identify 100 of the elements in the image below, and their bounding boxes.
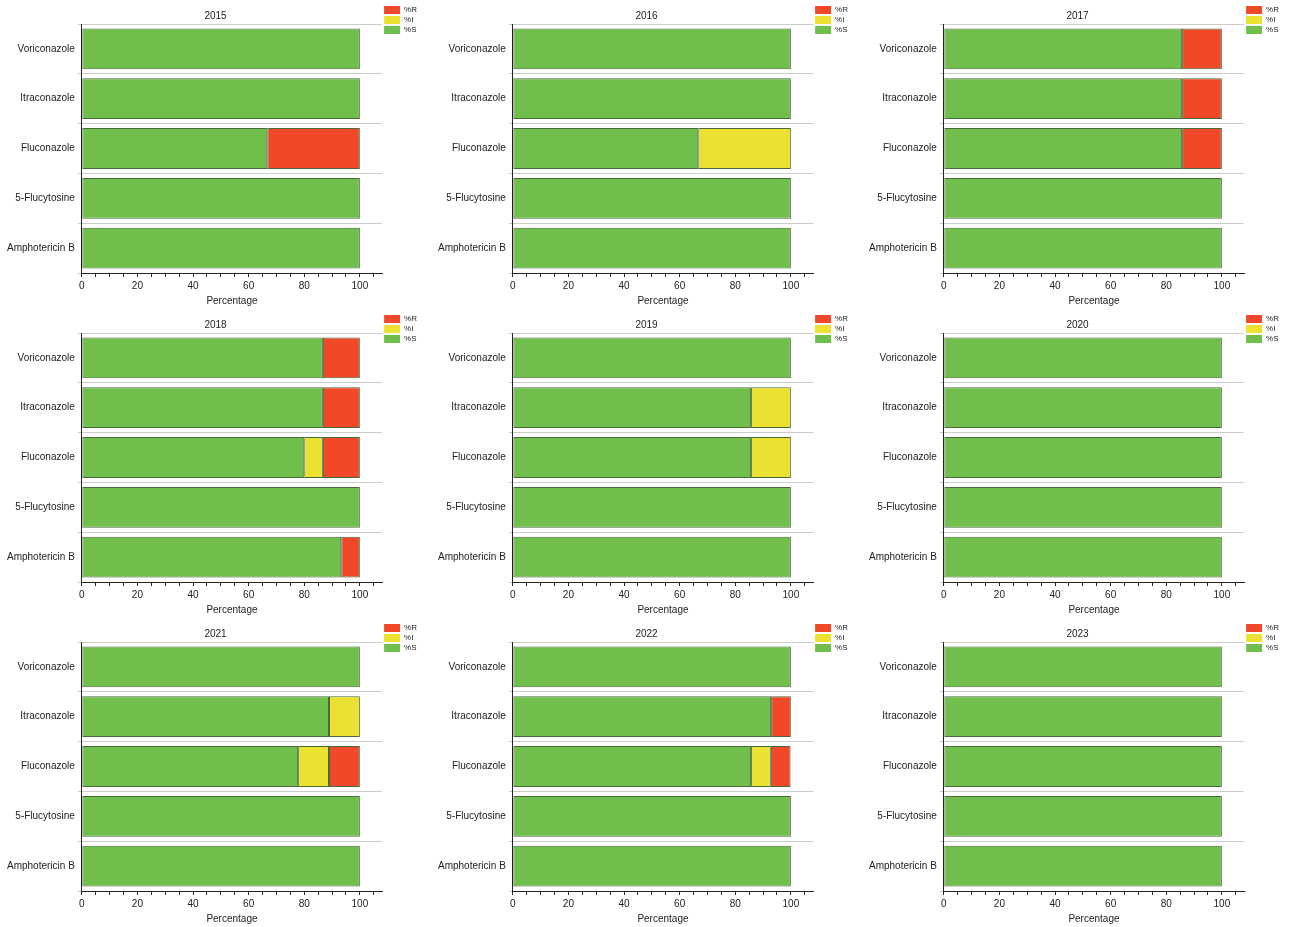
x-tick-label: 0 bbox=[510, 279, 517, 291]
y-tick-label: Amphotericin B bbox=[869, 241, 938, 253]
y-tick-label: Voriconazole bbox=[879, 42, 938, 54]
x-tick-label: 80 bbox=[298, 279, 311, 291]
legend-label: %S bbox=[1266, 25, 1279, 35]
legend-label: %S bbox=[404, 334, 417, 344]
legend-label: %I bbox=[1266, 15, 1276, 25]
y-tick-label: Fluconazole bbox=[451, 760, 507, 772]
y-tick-label: Voriconazole bbox=[879, 351, 938, 363]
chart-title: 2015 bbox=[204, 9, 228, 21]
y-tick-label: Amphotericin B bbox=[7, 550, 76, 562]
y-tick-label: Fluconazole bbox=[451, 142, 507, 154]
chart-title: 2019 bbox=[635, 318, 659, 330]
x-tick-label: 60 bbox=[243, 588, 255, 600]
x-tick-label: 20 bbox=[131, 588, 144, 600]
chart-title: 2017 bbox=[1066, 9, 1090, 21]
x-tick-label: 60 bbox=[1105, 588, 1117, 600]
legend-label: %R bbox=[404, 5, 418, 15]
legend-label: %S bbox=[1266, 643, 1279, 653]
y-tick-label: 5-Flucytosine bbox=[877, 192, 938, 204]
y-tick-label: 5-Flucytosine bbox=[446, 501, 507, 513]
x-tick-label: 100 bbox=[782, 897, 800, 909]
x-tick-label: 60 bbox=[243, 897, 255, 909]
chart-title: 2021 bbox=[204, 627, 228, 639]
x-tick-label: 100 bbox=[782, 588, 800, 600]
y-tick-label: Itraconazole bbox=[20, 710, 76, 722]
y-tick-label: Amphotericin B bbox=[7, 859, 76, 871]
x-axis-title: Percentage bbox=[1068, 294, 1120, 306]
x-axis-title: Percentage bbox=[637, 294, 689, 306]
chart-title: 2022 bbox=[635, 627, 659, 639]
y-tick-label: Fluconazole bbox=[20, 760, 76, 772]
legend-label: %I bbox=[404, 633, 414, 643]
x-tick-label: 100 bbox=[1213, 588, 1231, 600]
x-axis-title: Percentage bbox=[1068, 603, 1120, 615]
y-tick-label: Fluconazole bbox=[20, 142, 76, 154]
legend-label: %I bbox=[404, 324, 414, 334]
x-axis-title: Percentage bbox=[637, 603, 689, 615]
x-axis-title: Percentage bbox=[206, 912, 258, 924]
y-tick-label: Amphotericin B bbox=[438, 859, 507, 871]
x-tick-label: 80 bbox=[729, 279, 742, 291]
legend-label: %I bbox=[835, 324, 845, 334]
x-tick-label: 40 bbox=[1049, 279, 1062, 291]
legend-label: %I bbox=[835, 633, 845, 643]
x-tick-label: 40 bbox=[187, 897, 200, 909]
legend-label: %I bbox=[404, 15, 414, 25]
x-axis-title: Percentage bbox=[1068, 912, 1120, 924]
y-tick-label: 5-Flucytosine bbox=[15, 501, 76, 513]
y-tick-label: 5-Flucytosine bbox=[446, 810, 507, 822]
y-tick-label: Amphotericin B bbox=[7, 241, 76, 253]
y-tick-label: 5-Flucytosine bbox=[877, 810, 938, 822]
x-tick-label: 60 bbox=[674, 897, 686, 909]
legend-label: %S bbox=[835, 25, 848, 35]
x-tick-label: 40 bbox=[618, 588, 631, 600]
x-tick-label: 40 bbox=[1049, 897, 1062, 909]
y-tick-label: Itraconazole bbox=[882, 92, 938, 104]
legend-label: %R bbox=[835, 5, 849, 15]
x-tick-label: 0 bbox=[510, 588, 517, 600]
x-tick-label: 40 bbox=[618, 279, 631, 291]
x-tick-label: 60 bbox=[674, 588, 686, 600]
x-tick-label: 40 bbox=[187, 279, 200, 291]
x-tick-label: 80 bbox=[298, 897, 311, 909]
legend-label: %R bbox=[835, 314, 849, 324]
y-tick-label: Itraconazole bbox=[451, 710, 507, 722]
x-tick-label: 100 bbox=[1213, 279, 1231, 291]
x-tick-label: 20 bbox=[562, 588, 575, 600]
y-tick-label: Amphotericin B bbox=[438, 241, 507, 253]
x-tick-label: 80 bbox=[1160, 279, 1173, 291]
x-tick-label: 80 bbox=[729, 588, 742, 600]
legend-label: %R bbox=[1266, 5, 1280, 15]
x-tick-label: 100 bbox=[351, 588, 369, 600]
y-tick-label: Itraconazole bbox=[451, 92, 507, 104]
y-tick-label: Itraconazole bbox=[451, 401, 507, 413]
y-tick-label: Itraconazole bbox=[20, 401, 76, 413]
y-tick-label: Itraconazole bbox=[882, 401, 938, 413]
legend-label: %S bbox=[404, 643, 417, 653]
x-tick-label: 20 bbox=[131, 897, 144, 909]
legend-label: %R bbox=[1266, 623, 1280, 633]
y-tick-label: 5-Flucytosine bbox=[446, 192, 507, 204]
x-tick-label: 0 bbox=[941, 588, 948, 600]
x-tick-label: 20 bbox=[993, 279, 1006, 291]
y-tick-label: Fluconazole bbox=[882, 142, 938, 154]
x-tick-label: 40 bbox=[187, 588, 200, 600]
x-tick-label: 80 bbox=[729, 897, 742, 909]
y-tick-label: Amphotericin B bbox=[869, 550, 938, 562]
y-tick-label: Amphotericin B bbox=[869, 859, 938, 871]
chart-title: 2020 bbox=[1066, 318, 1090, 330]
x-tick-label: 0 bbox=[510, 897, 517, 909]
y-tick-label: Voriconazole bbox=[448, 42, 507, 54]
y-tick-label: 5-Flucytosine bbox=[877, 501, 938, 513]
x-axis-title: Percentage bbox=[206, 294, 258, 306]
x-tick-label: 40 bbox=[1049, 588, 1062, 600]
x-tick-label: 0 bbox=[79, 588, 86, 600]
y-tick-label: Voriconazole bbox=[448, 660, 507, 672]
x-tick-label: 80 bbox=[1160, 897, 1173, 909]
legend-label: %R bbox=[404, 623, 418, 633]
x-tick-label: 0 bbox=[79, 897, 86, 909]
legend-label: %I bbox=[1266, 633, 1276, 643]
x-tick-label: 100 bbox=[351, 897, 369, 909]
y-tick-label: Itraconazole bbox=[882, 710, 938, 722]
x-tick-label: 0 bbox=[941, 279, 948, 291]
